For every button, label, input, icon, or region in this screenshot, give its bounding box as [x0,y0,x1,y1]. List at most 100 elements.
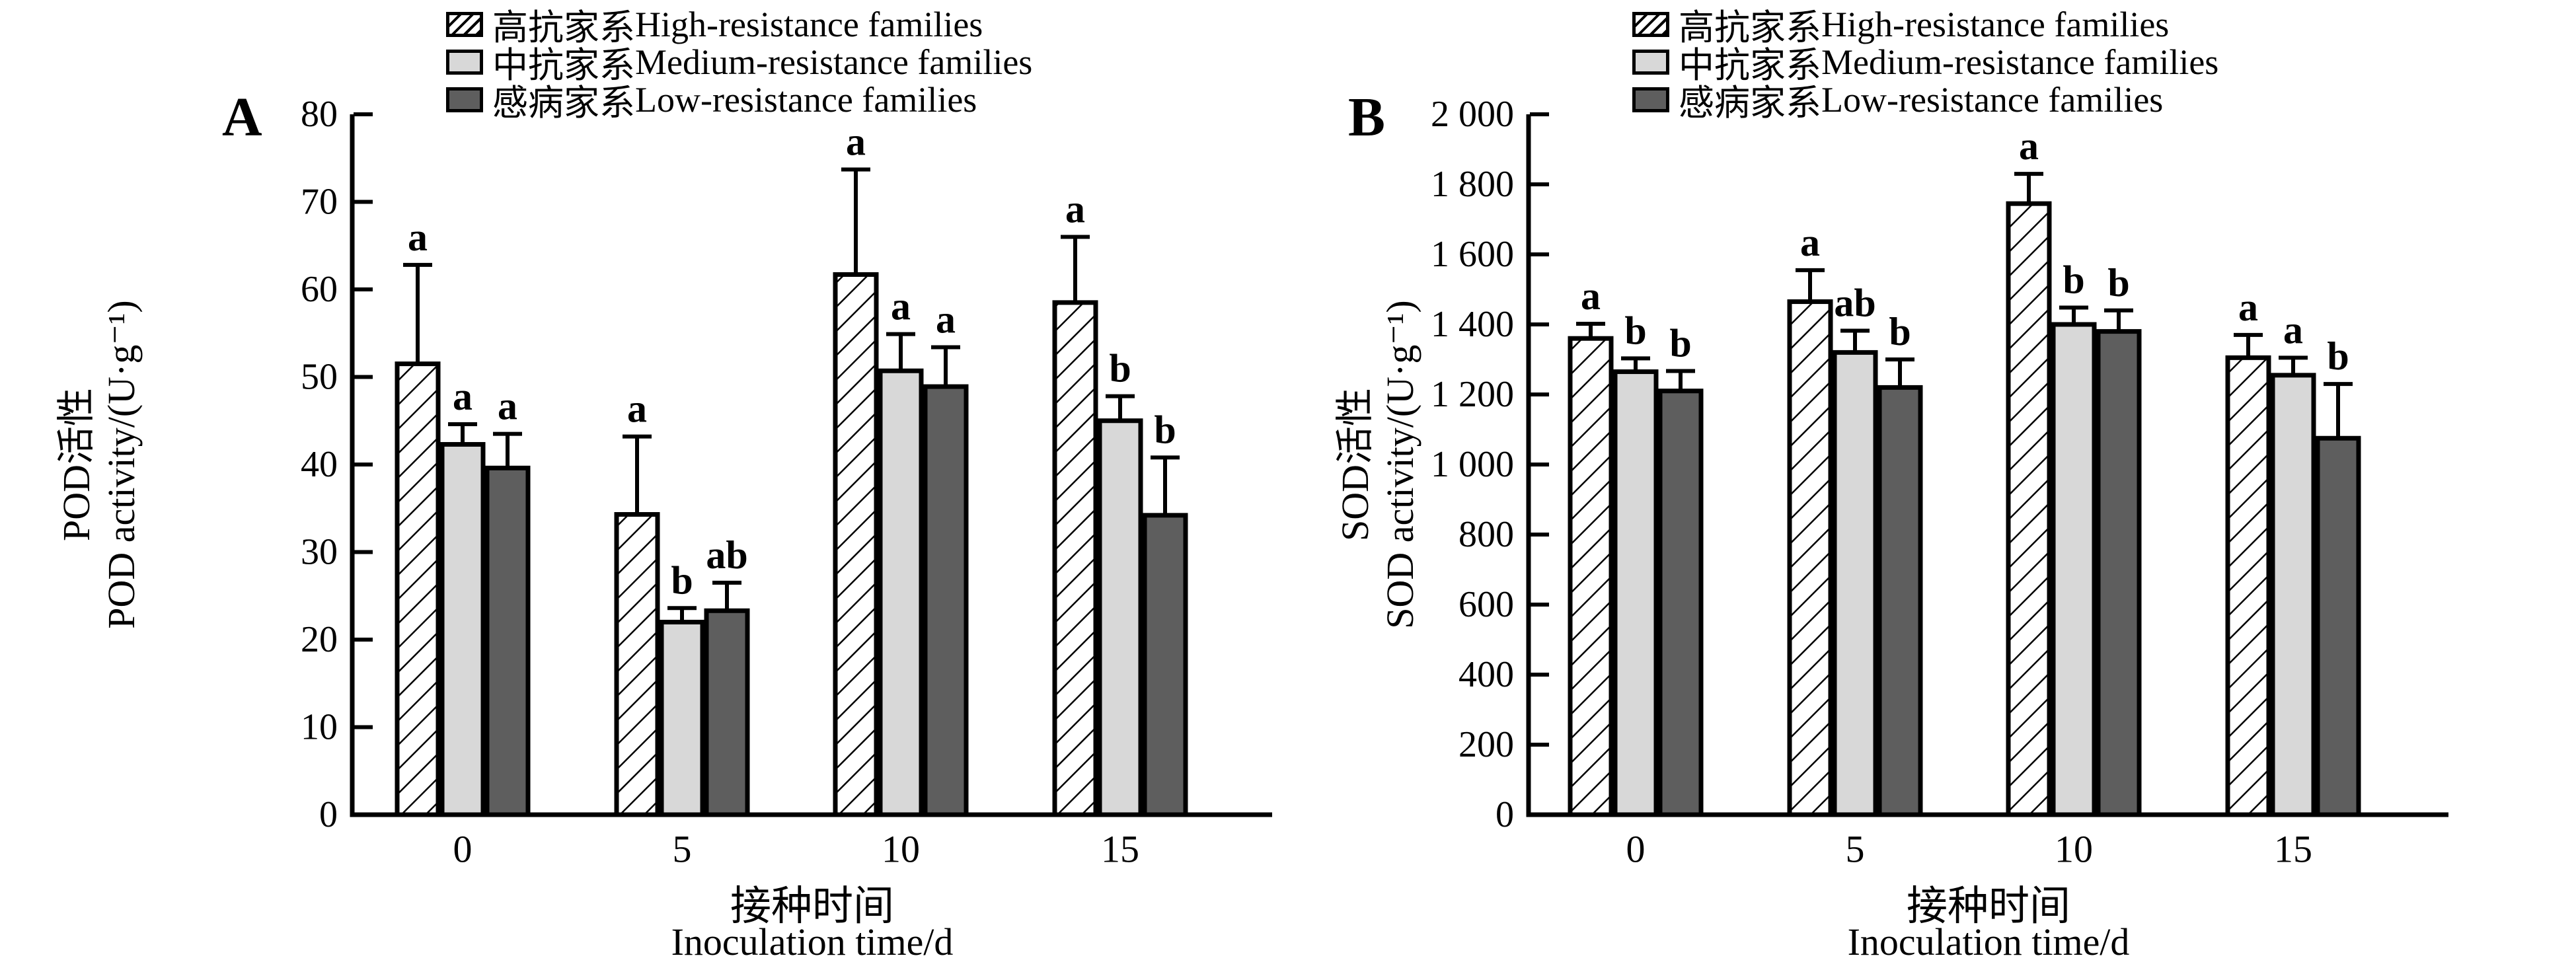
legend-swatch-medium [1632,49,1669,75]
x-axis-title-zh: 接种时间 [730,884,895,929]
legend-label-en: High-resistance families [635,4,983,44]
significance-letter: a [2019,124,2039,168]
y-tick-label: 80 [301,94,338,135]
x-axis-title-zh: 接种时间 [1906,884,2071,929]
legend-label-en: Low-resistance families [1821,79,2164,120]
significance-letter: a [498,385,517,428]
significance-letter: b [1889,310,1911,354]
y-tick-label: 1 200 [1431,374,1514,415]
bar-medium-day0 [439,442,486,817]
x-tick-label: 10 [882,828,920,871]
bar-high-day0 [1568,336,1614,817]
legend-label-zh: 感病家系 [1679,83,1821,123]
y-tick-label: 70 [301,182,338,223]
bar-low-day5 [1877,385,1923,817]
bar-high-day0 [395,361,441,817]
y-tick-label: 200 [1458,724,1514,765]
y-axis-title-en: SOD activity/(U·g⁻¹) [1379,300,1421,629]
significance-letter: a [453,375,473,418]
legend-label-en: High-resistance families [1821,4,2170,44]
x-tick-label: 0 [1626,828,1646,871]
significance-letter: b [2327,334,2349,378]
x-tick-label: 15 [2274,828,2312,871]
legend-label-zh: 感病家系 [492,83,635,123]
legend-swatch-low [446,87,483,112]
y-tick-label: 1 600 [1431,234,1514,275]
significance-letter: a [846,120,866,163]
significance-letter: ab [706,533,747,577]
legend-label-zh: 中抗家系 [1679,46,1821,85]
bar-low-day15 [2315,435,2361,817]
y-tick-label: 1 400 [1431,304,1514,345]
y-tick-label: 10 [301,707,338,748]
legend-swatch-low [1632,87,1669,112]
significance-letter: b [1109,347,1131,391]
legend-label-en: Medium-resistance families [1821,42,2219,82]
significance-letter: b [1154,408,1176,451]
y-tick-label: 1 000 [1431,444,1514,485]
bar-medium-day5 [659,620,705,817]
y-tick-label: 40 [301,444,338,485]
y-tick-label: 30 [301,532,338,573]
significance-letter: a [1800,221,1820,264]
significance-letter: a [936,297,956,341]
legend-swatch-high-hatch [446,11,483,37]
significance-letter: a [2283,308,2303,352]
legend-label-zh: 高抗家系 [492,8,635,48]
x-axis-title-en: Inoculation time/d [671,920,954,963]
bar-low-day10 [923,384,969,817]
y-tick-label: 20 [301,619,338,660]
y-tick-label: 1 800 [1431,164,1514,205]
x-axis-title-en: Inoculation time/d [1847,920,2130,963]
bar-medium-day5 [1832,350,1878,817]
y-tick-label: 60 [301,269,338,310]
legend-item-high: 高抗家系 High-resistance families [446,4,1032,48]
significance-letter: b [2107,261,2129,305]
bar-medium-day10 [878,368,924,817]
legend-label-en: Medium-resistance families [635,42,1033,82]
y-axis-title-pod: POD活性 POD activity/(U·g⁻¹) [53,101,145,828]
y-tick-label: 50 [301,357,338,398]
legend-label-zh: 中抗家系 [492,46,635,85]
significance-letter: a [627,387,647,431]
legend-item-medium: 中抗家系 Medium-resistance families [1632,42,2219,85]
legend-label-zh: 高抗家系 [1679,8,1821,48]
bar-low-day0 [484,465,531,817]
y-tick-label: 400 [1458,654,1514,695]
x-tick-label: 10 [2055,828,2093,871]
bar-high-day5 [1787,299,1833,817]
legend-item-low: 感病家系 Low-resistance families [1632,79,2218,123]
y-axis-title-sod: SOD活性 SOD activity/(U·g⁻¹) [1332,101,1424,828]
significance-letter: b [671,558,693,602]
bar-low-day10 [2096,329,2142,817]
significance-letter: a [891,285,911,328]
x-tick-label: 5 [1846,828,1865,871]
y-tick-label: 2 000 [1431,94,1514,135]
legend-panel-a: 高抗家系 High-resistance families 中抗家系 Medium-… [446,4,1033,123]
legend-item-medium: 中抗家系 Medium-resistance families [446,42,1033,85]
bar-low-day5 [704,608,750,817]
significance-letter: a [1065,188,1085,231]
legend-item-high: 高抗家系 High-resistance families [1632,4,2218,48]
bar-high-day15 [1052,300,1098,817]
significance-letter: b [1624,309,1646,352]
bar-medium-day0 [1612,369,1659,817]
bar-low-day15 [1142,513,1188,817]
significance-letter: b [1669,321,1691,365]
y-axis-title-zh: POD活性 [55,387,98,542]
y-tick-label: 600 [1458,584,1514,625]
legend-label-en: Low-resistance families [635,79,977,120]
bar-low-day0 [1657,389,1704,817]
bar-high-day10 [833,272,879,817]
bar-high-day10 [2006,201,2052,817]
panel-a-label: A [222,87,262,148]
bar-medium-day15 [1097,418,1143,817]
y-axis-title-en: POD activity/(U·g⁻¹) [100,300,143,629]
legend-panel-b: 高抗家系 High-resistance families 中抗家系 Medium-… [1632,4,2219,123]
legend-item-low: 感病家系 Low-resistance families [446,79,1032,123]
significance-letter: ab [1834,281,1875,325]
x-tick-label: 5 [673,828,692,871]
legend-swatch-medium [446,49,483,75]
